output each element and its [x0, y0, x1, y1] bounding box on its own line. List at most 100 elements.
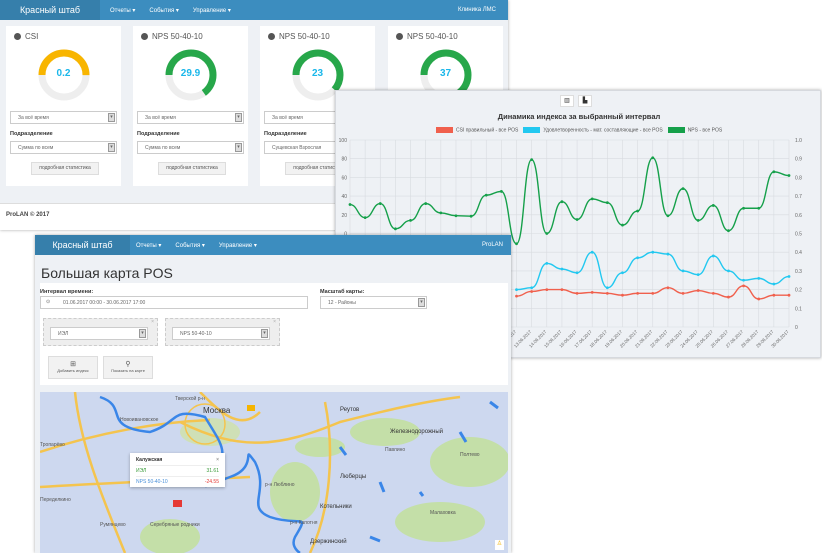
close-icon[interactable]: ×: [216, 457, 219, 463]
chevron-down-icon: ▾: [108, 113, 115, 122]
legend-csi[interactable]: CSI правильный - все POS: [436, 127, 518, 133]
data-point: [787, 275, 791, 278]
data-point: [530, 290, 534, 293]
data-point: [424, 202, 428, 205]
page-title: Большая карта POS: [41, 265, 173, 281]
data-point: [757, 297, 761, 301]
data-point: [621, 271, 624, 275]
y-left-tick-label: 80: [341, 157, 347, 163]
data-point: [621, 293, 624, 297]
data-point: [439, 211, 443, 215]
menu-events[interactable]: События ▾: [149, 7, 179, 14]
details-button[interactable]: подробная статистика: [31, 162, 99, 175]
data-point: [727, 295, 730, 299]
period-select[interactable]: За всё время▾: [137, 111, 244, 124]
menu-events[interactable]: События ▾: [175, 242, 205, 249]
y-right-tick-label: 0.5: [795, 232, 802, 238]
map-marker-icon: ⚲: [125, 361, 131, 368]
y-right-tick-label: 0.1: [795, 306, 802, 312]
unit-select[interactable]: Сумма по всем ▾: [137, 141, 244, 154]
y-left-tick-label: 100: [339, 138, 348, 144]
data-point: [681, 187, 685, 191]
menu-reports[interactable]: Отчеты ▾: [136, 242, 162, 249]
data-point: [515, 294, 518, 298]
line-chart-icon[interactable]: ▥: [560, 95, 574, 107]
tooltip-title: Калужская: [136, 457, 163, 463]
user-menu[interactable]: Клиника ЛМС: [457, 7, 496, 13]
gauge-value: 37: [439, 68, 452, 79]
data-point: [742, 284, 745, 288]
show-on-map-button[interactable]: ⚲ Показать на карте: [103, 356, 153, 379]
map-place-label: Малаховка: [430, 510, 456, 516]
data-point: [757, 206, 761, 210]
card-title: NPS 50-40-10: [279, 32, 330, 41]
index-select-2[interactable]: NPS 50-40-10 ▾: [172, 327, 270, 340]
data-point: [696, 219, 700, 222]
brand-logo[interactable]: Красный штаб: [0, 0, 100, 20]
kpi-card: NPS 50-40-10 29.9 За всё время ▾ Подраздел…: [133, 26, 248, 186]
unit-select[interactable]: Сумма по всем ▾: [10, 141, 117, 154]
data-point: [348, 203, 352, 206]
data-point: [787, 174, 791, 177]
data-point: [681, 291, 685, 295]
data-point: [651, 156, 655, 160]
user-menu[interactable]: ProLAN: [481, 242, 503, 248]
card-title: NPS 50-40-10: [152, 32, 203, 41]
y-right-tick-label: 0.8: [795, 175, 802, 181]
data-point: [666, 286, 670, 290]
menu-management[interactable]: Управление ▾: [218, 242, 257, 249]
data-point: [530, 158, 534, 162]
map-view[interactable]: Москва Реутов Железнодорожный Люберцы Котель…: [40, 392, 508, 553]
y-left-tick-label: 60: [341, 175, 347, 181]
brand-logo[interactable]: Красный штаб: [35, 235, 130, 255]
data-point: [394, 227, 397, 231]
gauge: [38, 49, 90, 101]
legend-satisfaction[interactable]: Удовлетворенность - мат. составляющие - …: [523, 127, 663, 133]
street-view-pegman-icon[interactable]: ♙: [495, 540, 504, 550]
add-index-button[interactable]: ⊞ Добавить индекс: [48, 356, 98, 379]
chevron-down-icon: ▾: [261, 329, 268, 338]
y-right-tick-label: 1.0: [795, 138, 802, 144]
chevron-down-icon: ▾: [235, 143, 242, 152]
close-icon[interactable]: ×: [273, 319, 276, 325]
close-icon[interactable]: ×: [151, 319, 154, 325]
map-window: Красный штаб Отчеты ▾ События ▾ Управлен…: [35, 235, 511, 553]
interval-label: Интервал времени:: [40, 289, 94, 295]
data-point: [575, 271, 579, 275]
bar-chart-icon[interactable]: ▙: [578, 95, 592, 107]
interval-value: 01.06.2017 00:00 - 30.06.2017 17:00: [63, 300, 146, 306]
map-tooltip: Калужская × ИЭЛ 31.61 NPS 50-40-10 -24.55: [130, 453, 225, 487]
data-point: [727, 229, 730, 233]
map-flag-marker[interactable]: [173, 500, 182, 507]
dashboard-window: Красный штаб Отчеты ▾ События ▾ Управлен…: [0, 0, 508, 230]
menu-reports[interactable]: Отчеты ▾: [110, 7, 136, 14]
data-point: [742, 278, 745, 282]
data-point: [530, 286, 534, 290]
data-point: [681, 269, 685, 273]
map-place-label: Серебряные родники: [150, 522, 200, 528]
chevron-down-icon: ▾: [235, 113, 242, 122]
map-place-label: Реутов: [340, 407, 360, 413]
kpi-card: CSI 0.2 За всё время ▾ Подразделение Сумма…: [6, 26, 121, 186]
data-point: [605, 291, 609, 295]
scale-select[interactable]: 12 - Районы ▾: [320, 296, 427, 309]
map-flag-marker[interactable]: [247, 405, 255, 411]
data-point: [636, 256, 640, 260]
interval-input[interactable]: ⊙ 01.06.2017 00:00 - 30.06.2017 17:00: [40, 296, 308, 309]
details-button[interactable]: подробная статистика: [158, 162, 226, 175]
index-select-1[interactable]: ИЭЛ ▾: [50, 327, 148, 340]
data-point: [651, 250, 655, 254]
y-right-tick-label: 0.6: [795, 213, 802, 219]
data-point: [696, 289, 700, 292]
data-point: [605, 201, 609, 205]
map-place-label: Котельники: [320, 504, 352, 510]
menu-management[interactable]: Управление ▾: [192, 7, 231, 14]
data-point: [711, 254, 715, 258]
map-place-label: р-н Люблино: [265, 482, 295, 488]
data-point: [545, 232, 549, 235]
gauge-value: 23: [311, 68, 324, 79]
legend-nps[interactable]: NPS - все POS: [667, 127, 722, 133]
y-right-tick-label: 0.9: [795, 157, 802, 163]
period-select[interactable]: За всё время▾: [10, 111, 117, 124]
clock-icon: ⊙: [46, 299, 51, 305]
